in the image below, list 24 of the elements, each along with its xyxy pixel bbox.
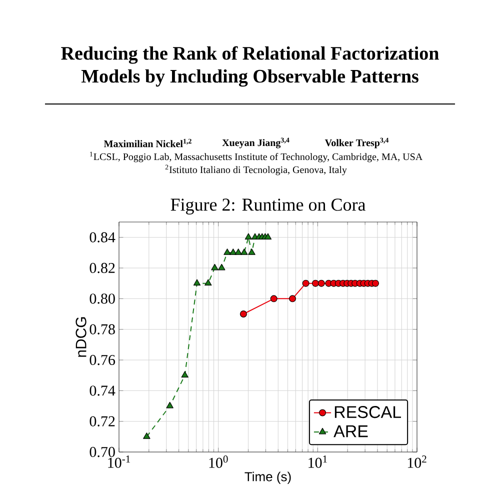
y-tick-label: 0.76 xyxy=(90,354,116,366)
legend-label: ARE xyxy=(334,425,368,438)
legend-label: RESCAL xyxy=(334,406,401,418)
text: Volker Tresp$^{3,4}$ xyxy=(324,138,389,148)
y-axis-title: nDCG xyxy=(76,317,86,357)
x-axis-title: Time (s) xyxy=(244,472,291,484)
y-tick-label: 0.72 xyxy=(90,416,115,426)
y-tick-label: 0.82 xyxy=(90,262,115,274)
x-tick-label: 10$^{0}$ xyxy=(209,456,228,468)
y-tick-label: 0.70 xyxy=(90,446,115,458)
y-tick-label: 0.84 xyxy=(90,232,116,242)
text: $^{2}$Istituto Italiano di Tecnologia, Genova, Italy xyxy=(165,164,347,176)
text: Models by Including Observable Patterns xyxy=(81,69,418,87)
text: Xueyan Jiang$^{3,4}$ xyxy=(222,138,290,148)
text: Reducing the Rank of Relational Factorization xyxy=(61,46,439,64)
text: $^{1}$LCSL, Poggio Lab, Massachusetts Institute of Technology, Cambridge, MA, USA xyxy=(90,152,423,162)
y-tick-label: 0.80 xyxy=(90,294,115,304)
x-tick-label: 10$^{-1}$ xyxy=(108,456,130,468)
text: Maximilian Nickel$^{1,2}$ xyxy=(104,138,192,148)
chart-title: Figure 2: Runtime on Cora xyxy=(170,198,366,214)
y-tick-label: 0.78 xyxy=(90,324,115,334)
y-tick-label: 0.74 xyxy=(90,386,116,396)
x-tick-label: 10$^{2}$ xyxy=(408,456,426,468)
x-tick-label: 10$^{1}$ xyxy=(308,456,327,468)
